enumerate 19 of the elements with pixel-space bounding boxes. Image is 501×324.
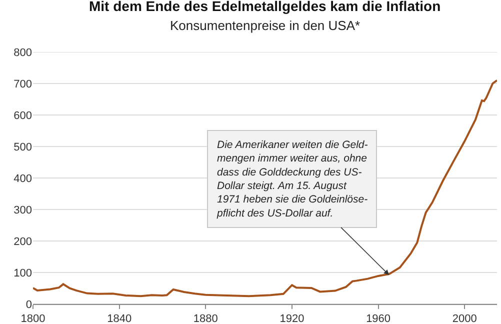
line-series (33, 79, 497, 298)
y-tick-label: 800 (14, 46, 32, 59)
y-tick-label: 700 (14, 78, 32, 90)
chart-title: Mit dem Ende des Edelmetallgeldes kam die Inflation (89, 0, 441, 14)
y-tick-label: 100 (14, 267, 32, 280)
y-tick-label: 600 (14, 110, 32, 122)
y-tick-label: 0 (26, 298, 32, 311)
chart-subtitle: Konsumentenpreise in den USA* (170, 18, 360, 33)
x-tick-label: 1800 (20, 313, 46, 324)
y-tick-label: 300 (14, 204, 32, 216)
x-tick-label: 1920 (280, 313, 304, 324)
y-tick-label: 200 (14, 236, 32, 248)
x-tick-label: 1880 (193, 313, 218, 324)
y-tick-label: 500 (14, 141, 32, 154)
x-tick-label: 1960 (366, 313, 391, 324)
x-tick-label: 2000 (452, 313, 477, 324)
annotation: Die Amerikaner weiten die Geld- mengen immer weiter aus, ohne dass die Golddeckung des US- Dollar steigt. Am 15. August 1971 heben sie die Goldeinlöse- pflicht des US-Dollar auf. (216, 139, 368, 220)
x-tick-label: 1840 (107, 313, 132, 324)
y-tick-label: 400 (14, 172, 32, 185)
